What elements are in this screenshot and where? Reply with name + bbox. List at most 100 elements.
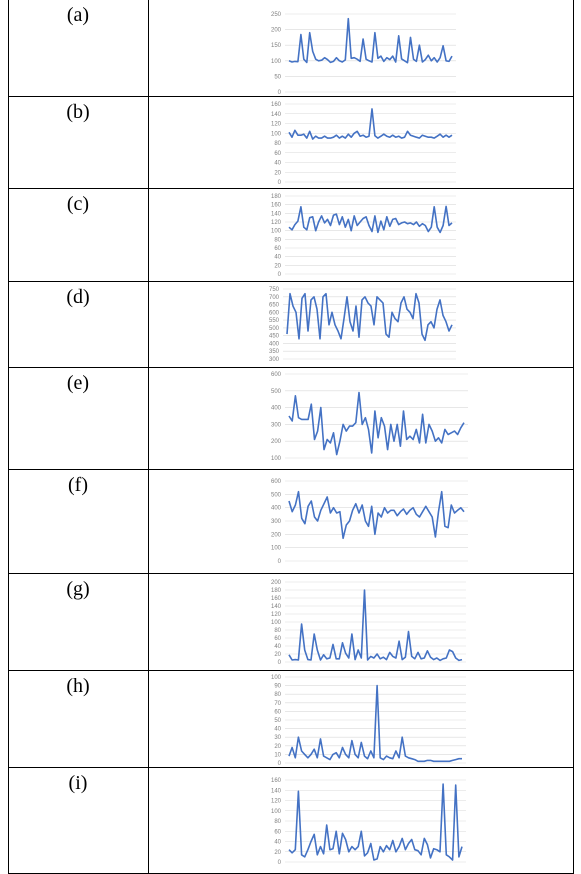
y-tick-label: 140 (271, 211, 282, 217)
y-tick-label: 60 (274, 829, 281, 835)
y-tick-label: 140 (271, 112, 282, 118)
y-tick-label: 20 (274, 170, 281, 176)
y-tick-label: 0 (278, 272, 282, 278)
y-tick-label: 700 (269, 295, 280, 301)
y-tick-label: 750 (269, 287, 280, 293)
y-tick-label: 120 (271, 122, 282, 128)
panel-label: (a) (66, 4, 90, 26)
y-tick-label: 100 (271, 229, 282, 235)
y-tick-label: 180 (271, 194, 282, 200)
y-tick-label: 300 (269, 357, 280, 363)
table-vertical-border (148, 0, 149, 874)
y-tick-label: 10 (274, 752, 281, 758)
y-tick-label: 400 (269, 341, 280, 347)
panel-label: (c) (66, 193, 90, 215)
y-tick-label: 60 (274, 636, 281, 642)
y-tick-label: 120 (271, 799, 282, 805)
y-tick-label: 400 (271, 506, 282, 512)
y-tick-label: 600 (271, 479, 282, 485)
y-tick-label: 550 (269, 318, 280, 324)
series-line (288, 391, 465, 456)
series-line (288, 205, 453, 234)
y-tick-label: 160 (271, 102, 282, 108)
y-tick-label: 40 (274, 644, 281, 650)
y-tick-label: 90 (274, 684, 281, 690)
y-tick-label: 40 (274, 255, 281, 261)
y-tick-label: 120 (271, 220, 282, 226)
y-tick-label: 100 (271, 675, 282, 681)
table-horizontal-border (8, 188, 573, 189)
y-tick-label: 20 (274, 850, 281, 856)
y-tick-label: 140 (271, 788, 282, 794)
y-tick-label: 80 (274, 692, 281, 698)
table-horizontal-border (8, 367, 573, 368)
panel-label: (f) (68, 474, 88, 496)
y-tick-label: 30 (274, 735, 281, 741)
y-tick-label: 0 (278, 559, 282, 565)
series-line (288, 684, 462, 763)
y-tick-label: 300 (271, 519, 282, 525)
y-tick-label: 500 (271, 389, 282, 395)
y-tick-label: 160 (271, 596, 282, 602)
table-vertical-border (8, 0, 9, 874)
y-tick-label: 0 (278, 180, 282, 186)
y-tick-label: 160 (271, 203, 282, 209)
y-tick-label: 600 (271, 372, 282, 378)
table-vertical-border (573, 0, 574, 874)
series-line (286, 292, 453, 342)
series-line (288, 490, 465, 540)
table-horizontal-border (8, 469, 573, 470)
y-tick-label: 100 (271, 809, 282, 815)
y-tick-label: 80 (274, 819, 281, 825)
y-tick-label: 500 (269, 326, 280, 332)
panel-label: (h) (66, 675, 90, 697)
y-tick-label: 20 (274, 652, 281, 658)
y-tick-label: 450 (269, 334, 280, 340)
y-tick-label: 50 (274, 74, 281, 80)
panel-label: (b) (66, 101, 90, 123)
y-tick-label: 200 (271, 28, 282, 34)
y-tick-label: 600 (269, 310, 280, 316)
y-tick-label: 300 (271, 422, 282, 428)
y-tick-label: 200 (271, 580, 282, 586)
series-line (288, 17, 453, 64)
table-horizontal-border (8, 767, 573, 768)
panel-label: (g) (66, 578, 90, 600)
y-tick-label: 400 (271, 406, 282, 412)
y-tick-label: 80 (274, 628, 281, 634)
y-tick-label: 70 (274, 701, 281, 707)
series-line (288, 783, 463, 861)
y-tick-label: 100 (271, 131, 282, 137)
y-tick-label: 250 (271, 12, 282, 18)
y-tick-label: 80 (274, 237, 281, 243)
y-tick-label: 350 (269, 349, 280, 355)
y-tick-label: 100 (271, 546, 282, 552)
y-tick-label: 60 (274, 151, 281, 157)
y-tick-label: 20 (274, 263, 281, 269)
table-horizontal-border (8, 96, 573, 97)
y-tick-label: 650 (269, 303, 280, 309)
table-horizontal-border (8, 281, 573, 282)
y-tick-label: 50 (274, 718, 281, 724)
y-tick-label: 100 (271, 456, 282, 462)
y-tick-label: 200 (271, 439, 282, 445)
y-tick-label: 140 (271, 604, 282, 610)
table-horizontal-border (8, 670, 573, 671)
y-tick-label: 120 (271, 612, 282, 618)
series-line (288, 108, 453, 140)
y-tick-label: 150 (271, 43, 282, 49)
y-tick-label: 60 (274, 246, 281, 252)
y-tick-label: 100 (271, 59, 282, 65)
y-tick-label: 40 (274, 727, 281, 733)
y-tick-label: 160 (271, 778, 282, 784)
y-tick-label: 20 (274, 744, 281, 750)
table-horizontal-border (8, 573, 573, 574)
